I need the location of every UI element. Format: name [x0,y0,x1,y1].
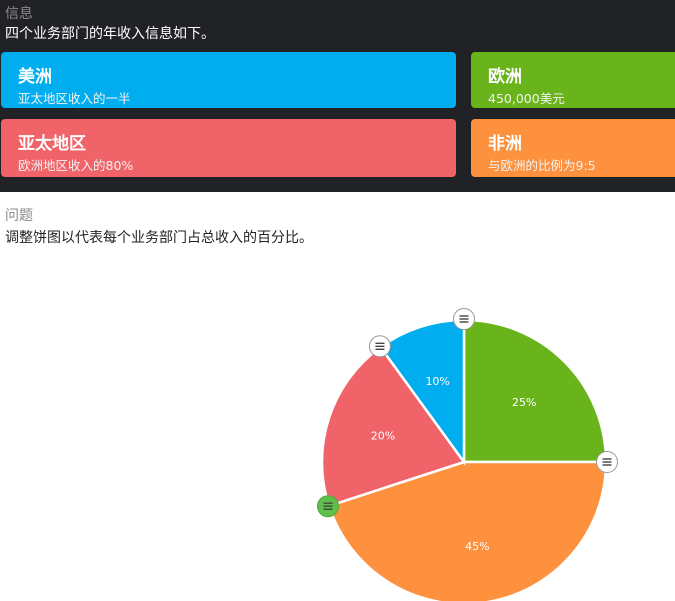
card-title: 非洲 [488,134,522,154]
card-europe: 欧洲 450,000美元 [471,52,675,108]
question-label: 问题 [5,208,33,224]
card-sub: 欧洲地区收入的80% [18,158,134,173]
slice-label: 25% [512,396,536,409]
info-panel: 信息 四个业务部门的年收入信息如下。 美洲 亚太地区收入的一半 欧洲 450,0… [0,0,675,192]
card-americas: 美洲 亚太地区收入的一半 [1,52,456,108]
slice-drag-handle[interactable] [316,495,339,518]
pie-slice [327,460,608,601]
card-apac: 亚太地区 欧洲地区收入的80% [1,119,456,177]
card-title: 欧洲 [488,67,522,87]
card-sub: 与欧洲的比例为9:5 [488,158,596,173]
card-sub: 450,000美元 [488,91,565,106]
card-title: 美洲 [18,67,52,87]
slice-drag-handle[interactable] [453,308,475,330]
info-label: 信息 [5,6,33,22]
card-sub: 亚太地区收入的一半 [18,91,131,106]
info-text: 四个业务部门的年收入信息如下。 [5,26,215,42]
pie-slice [320,345,467,508]
card-title: 亚太地区 [18,134,86,154]
slice-label: 45% [465,540,489,553]
card-africa: 非洲 与欧洲的比例为9:5 [471,119,675,177]
slice-label: 20% [371,430,395,443]
question-text: 调整饼图以代表每个业务部门占总收入的百分比。 [5,230,313,246]
pie-slice [462,318,608,464]
slice-label: 10% [425,375,449,388]
slice-drag-handle[interactable] [368,335,391,358]
slice-drag-handle[interactable] [596,451,618,473]
